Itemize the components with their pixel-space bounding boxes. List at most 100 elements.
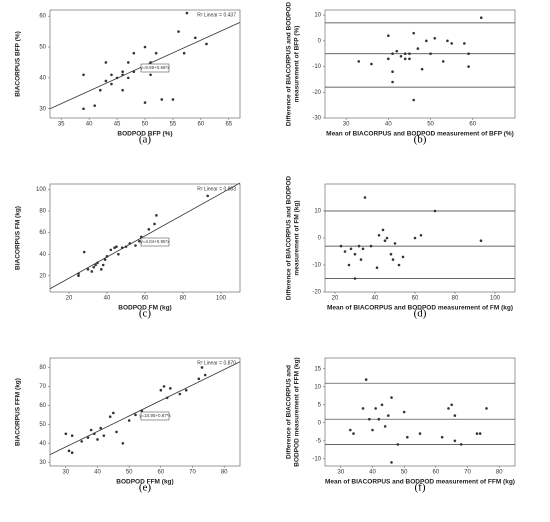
y-tick-label: 5 bbox=[318, 402, 322, 408]
y-tick-label: 0 bbox=[318, 420, 322, 426]
point bbox=[67, 449, 71, 453]
point bbox=[391, 52, 394, 56]
point bbox=[446, 39, 449, 43]
point bbox=[128, 242, 132, 245]
point bbox=[171, 98, 175, 101]
point bbox=[120, 246, 124, 250]
point bbox=[374, 407, 377, 410]
equation-box bbox=[140, 237, 170, 247]
point bbox=[343, 250, 347, 253]
y-tick-label: 30 bbox=[39, 106, 46, 112]
x-tick-label: 80 bbox=[452, 296, 459, 302]
point bbox=[412, 98, 415, 102]
point bbox=[361, 247, 365, 251]
point bbox=[383, 239, 387, 242]
caption: (d) bbox=[414, 308, 427, 320]
caption: (b) bbox=[414, 134, 427, 146]
y-axis-label: BODPOD measurement of FFM (kg) bbox=[294, 357, 301, 466]
point bbox=[353, 252, 357, 256]
x-tick-label: 40 bbox=[369, 470, 376, 476]
point bbox=[178, 392, 182, 396]
point bbox=[98, 88, 102, 92]
point bbox=[453, 414, 457, 417]
x-tick-label: 40 bbox=[385, 122, 392, 128]
y-tick-label: 0 bbox=[318, 236, 322, 242]
point bbox=[140, 409, 144, 413]
point bbox=[159, 388, 163, 392]
y-tick-label: 0 bbox=[318, 38, 322, 44]
point bbox=[393, 242, 397, 245]
point bbox=[121, 73, 124, 77]
point bbox=[416, 47, 420, 50]
y-axis-label: BIACORPUS FM (kg) bbox=[15, 206, 22, 270]
point bbox=[126, 76, 130, 80]
point bbox=[395, 49, 399, 53]
point bbox=[110, 73, 113, 77]
point bbox=[418, 432, 422, 435]
point bbox=[349, 247, 353, 251]
x-tick-label: 35 bbox=[58, 122, 65, 128]
point bbox=[89, 428, 93, 432]
x-tick-label: 50 bbox=[126, 470, 133, 476]
point bbox=[124, 245, 128, 248]
point bbox=[105, 255, 109, 258]
caption: (a) bbox=[139, 134, 152, 146]
equation: y=9.59+0.68*x bbox=[140, 65, 170, 70]
equation-box bbox=[140, 411, 170, 421]
y-axis-label: Difference of BIACORPUS and BODPOD bbox=[286, 2, 293, 127]
point bbox=[80, 440, 83, 443]
point bbox=[357, 60, 361, 63]
point bbox=[467, 52, 470, 56]
y-tick-label: 70 bbox=[39, 384, 46, 390]
point bbox=[182, 51, 186, 55]
x-tick-label: 40 bbox=[86, 122, 93, 128]
plot-area bbox=[324, 357, 516, 467]
point bbox=[99, 426, 102, 430]
point bbox=[126, 61, 130, 64]
point bbox=[403, 57, 407, 61]
point bbox=[205, 42, 208, 46]
x-axis-label: Mean of BIACORPUS and BODPOD measurement… bbox=[326, 131, 514, 138]
point bbox=[450, 403, 453, 407]
point bbox=[387, 57, 390, 61]
y-tick-label: -10 bbox=[312, 456, 321, 462]
point bbox=[369, 244, 373, 248]
point bbox=[86, 436, 90, 439]
point bbox=[113, 246, 116, 250]
point bbox=[162, 385, 166, 388]
x-axis-label: Mean of BIACORPUS and BODPOD measurement… bbox=[327, 305, 513, 312]
point bbox=[177, 30, 180, 33]
point bbox=[361, 407, 365, 410]
x-tick-label: 30 bbox=[62, 470, 69, 476]
point bbox=[349, 428, 352, 432]
x-axis-label: BODPOD FFM (kg) bbox=[116, 479, 173, 486]
point bbox=[375, 266, 379, 270]
x-tick-label: 80 bbox=[221, 470, 228, 476]
y-tick-label: 30 bbox=[39, 460, 46, 466]
point bbox=[387, 414, 390, 417]
point bbox=[94, 263, 97, 267]
point bbox=[154, 51, 158, 55]
y-tick-label: 100 bbox=[36, 187, 47, 193]
point bbox=[138, 239, 141, 243]
point bbox=[96, 261, 99, 265]
y-tick-label: 40 bbox=[39, 441, 46, 447]
y-tick-label: 60 bbox=[39, 403, 46, 409]
x-tick-label: 80 bbox=[496, 470, 503, 476]
x-tick-label: 100 bbox=[216, 296, 227, 302]
point bbox=[402, 410, 406, 414]
point bbox=[149, 73, 152, 77]
point bbox=[368, 417, 371, 421]
point bbox=[203, 373, 207, 377]
point bbox=[117, 252, 120, 256]
equation: y=4.04+0.95*x bbox=[140, 239, 170, 244]
point bbox=[397, 263, 401, 267]
point bbox=[139, 235, 143, 239]
point bbox=[440, 435, 444, 439]
y-tick-label: 20 bbox=[39, 273, 46, 279]
fit-line bbox=[49, 182, 241, 290]
y-tick-label: 40 bbox=[39, 75, 46, 81]
point bbox=[197, 377, 201, 381]
point bbox=[121, 88, 124, 92]
plot-area bbox=[324, 183, 516, 293]
